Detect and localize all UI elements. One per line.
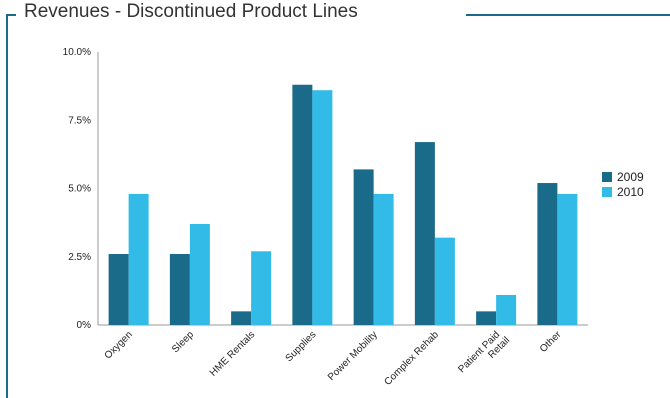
bar-2010: [251, 251, 272, 325]
frame-top-right-border: [466, 14, 670, 16]
x-tick-label: Sleep: [170, 329, 196, 355]
y-tick-label: 10.0%: [63, 47, 91, 58]
chart-title: Revenues - Discontinued Product Lines: [20, 1, 362, 23]
bar-2009: [292, 84, 313, 325]
y-tick-label: 0%: [77, 320, 92, 331]
bar-2010: [128, 193, 149, 325]
x-tick-label: Patient PaidRetail: [456, 327, 512, 383]
frame-top-left-border: [6, 14, 16, 16]
x-tick-label: Complex Rehab: [383, 329, 442, 388]
bar-2010: [189, 223, 210, 325]
x-tick-label: Power Mobility: [326, 329, 380, 383]
bar-2009: [231, 311, 252, 325]
bar-2010: [373, 193, 394, 325]
legend-label-2009: 2009: [617, 170, 644, 184]
bar-2010: [496, 294, 517, 325]
legend-label-2010: 2010: [617, 185, 644, 199]
bar-2009: [353, 169, 374, 325]
bar-2009: [476, 311, 497, 325]
x-tick-label: HME Rentals: [208, 329, 257, 378]
bar-2009: [537, 183, 558, 325]
x-tick-label: Oxygen: [103, 329, 135, 361]
bar-2010: [557, 193, 578, 325]
legend-swatch-2010: [602, 187, 612, 197]
bar-2009: [108, 254, 129, 325]
bar-2009: [169, 254, 190, 325]
frame-left-border: [6, 14, 8, 398]
bar-2010: [434, 237, 455, 325]
x-tick-label: Supplies: [284, 329, 319, 364]
legend-swatch-2009: [602, 172, 612, 182]
x-tick-label: Other: [538, 329, 564, 355]
y-tick-label: 5.0%: [68, 184, 91, 195]
y-tick-label: 2.5%: [68, 252, 91, 263]
y-tick-label: 7.5%: [68, 115, 91, 126]
bar-2009: [414, 142, 435, 325]
bar-2010: [312, 90, 333, 325]
